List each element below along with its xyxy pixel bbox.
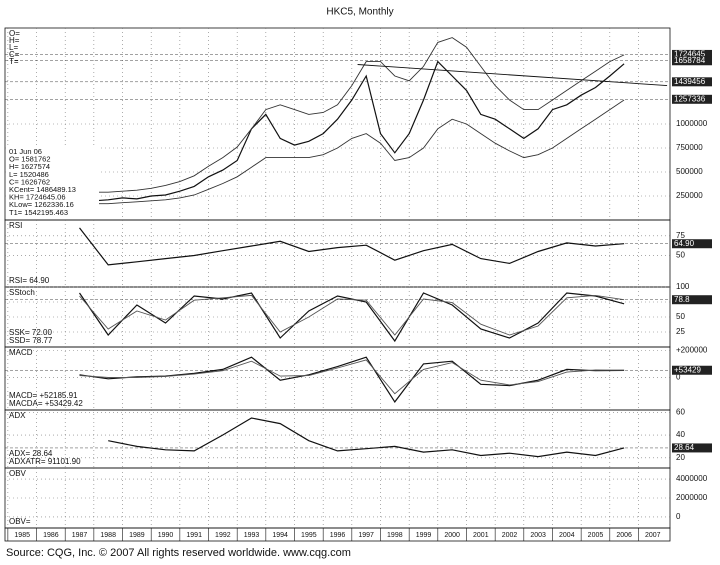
marker-box (672, 295, 712, 305)
readout: MACDA= +53429.42 (9, 399, 83, 408)
series-line (79, 99, 625, 205)
marker-box (672, 443, 712, 453)
x-tick-label: 2002 (502, 532, 518, 539)
marker-label: 78.8 (674, 295, 690, 304)
x-tick-label: 1989 (129, 532, 145, 539)
info-box (7, 147, 99, 219)
info-line: KLow= 1262336.16 (9, 200, 74, 209)
x-tick-label: 1994 (272, 532, 288, 539)
marker-label: 1658784 (674, 56, 706, 65)
marker-box (672, 94, 712, 104)
y-tick-label: 40 (676, 430, 685, 439)
info-line: KCent= 1486489.13 (9, 185, 76, 194)
y-tick-label: 750000 (676, 143, 703, 152)
x-tick-label: 2004 (559, 532, 575, 539)
x-tick-label: 2006 (616, 532, 632, 539)
chart-title: HKC5, Monthly (326, 7, 393, 18)
series-line (79, 292, 625, 343)
x-tick-label: 2007 (645, 532, 661, 539)
readout: RSI= 64.90 (9, 276, 50, 285)
x-tick-label: 1992 (215, 532, 231, 539)
y-tick-label: 75 (676, 231, 685, 240)
marker-box (672, 365, 712, 375)
readout: ADX= 28.64 (9, 449, 53, 458)
x-tick-label: 1986 (43, 532, 59, 539)
x-tick-label: 1991 (186, 532, 202, 539)
panel-name: OBV (9, 469, 27, 478)
marker-box (672, 77, 712, 87)
x-tick-label: 1988 (100, 532, 116, 539)
footer: Source: CQG, Inc. © 2007 All rights rese… (6, 547, 351, 559)
series-line (79, 37, 625, 193)
marker-label: 64.90 (674, 239, 695, 248)
info-line: L= 1520486 (9, 170, 49, 179)
y-tick-label: +200000 (676, 345, 708, 354)
header-label: L= (9, 43, 18, 52)
marker-box (672, 239, 712, 249)
readout: MACD= +52185.91 (9, 391, 78, 400)
marker-label: 28.64 (674, 443, 695, 452)
y-tick-label: 100 (676, 282, 690, 291)
series-line (108, 417, 625, 458)
x-tick-label: 2001 (473, 532, 489, 539)
y-tick-label: 25 (676, 327, 685, 336)
x-tick-label: 1998 (387, 532, 403, 539)
panel-name: ADX (9, 411, 26, 420)
x-tick-label: 1999 (416, 532, 432, 539)
header-label: C= (9, 50, 20, 59)
marker-label: +53429 (674, 365, 701, 374)
marker-label: 1257336 (674, 94, 706, 103)
marker-label: 1439456 (674, 77, 706, 86)
y-tick-label: 1000000 (676, 119, 708, 128)
x-tick-label: 1995 (301, 532, 317, 539)
series-line (79, 227, 625, 266)
header-label: O= (9, 29, 20, 38)
x-tick-label: 1990 (158, 532, 174, 539)
x-tick-label: 2003 (530, 532, 546, 539)
readout: SSD= 78.77 (9, 336, 53, 345)
info-line: C= 1626762 (9, 177, 50, 186)
info-line: KH= 1724645.06 (9, 193, 66, 202)
y-tick-label: 50 (676, 251, 685, 260)
y-tick-label: 50 (676, 312, 685, 321)
x-tick-label: 1985 (14, 532, 30, 539)
x-tick-label: 1987 (72, 532, 88, 539)
series-line (357, 64, 668, 87)
marker-box (672, 56, 712, 66)
y-tick-label: 2000000 (676, 493, 708, 502)
readout: ADXATR= 91101.90 (9, 457, 81, 466)
y-tick-label: 0 (676, 512, 681, 521)
panel-name: MACD (9, 348, 33, 357)
info-line: 01 Jun 06 (9, 147, 42, 156)
series-line (79, 359, 625, 395)
x-tick-label: 1996 (330, 532, 346, 539)
marker-label: 1724645 (674, 50, 706, 59)
y-tick-label: 20 (676, 453, 685, 462)
panel-name: RSI (9, 221, 22, 230)
header-label: T= (9, 57, 19, 66)
y-tick-label: 0 (676, 373, 681, 382)
y-tick-label: 500000 (676, 167, 703, 176)
header-label: H= (9, 36, 20, 45)
y-tick-label: 4000000 (676, 474, 708, 483)
info-line: H= 1627574 (9, 162, 50, 171)
readout: SSK= 72.00 (9, 328, 52, 337)
y-tick-label: 60 (676, 407, 685, 416)
x-tick-label: 2005 (588, 532, 604, 539)
x-tick-label: 1993 (244, 532, 260, 539)
x-tick-label: 1997 (358, 532, 374, 539)
readout: OBV= (9, 517, 31, 526)
info-line: T1= 1542195.463 (9, 208, 68, 217)
series-line (79, 60, 625, 202)
panel-name: SStoch (9, 288, 35, 297)
info-line: O= 1581762 (9, 155, 51, 164)
x-tick-label: 2000 (444, 532, 460, 539)
marker-box (672, 49, 712, 59)
series-line (79, 294, 625, 336)
y-tick-label: 250000 (676, 191, 703, 200)
